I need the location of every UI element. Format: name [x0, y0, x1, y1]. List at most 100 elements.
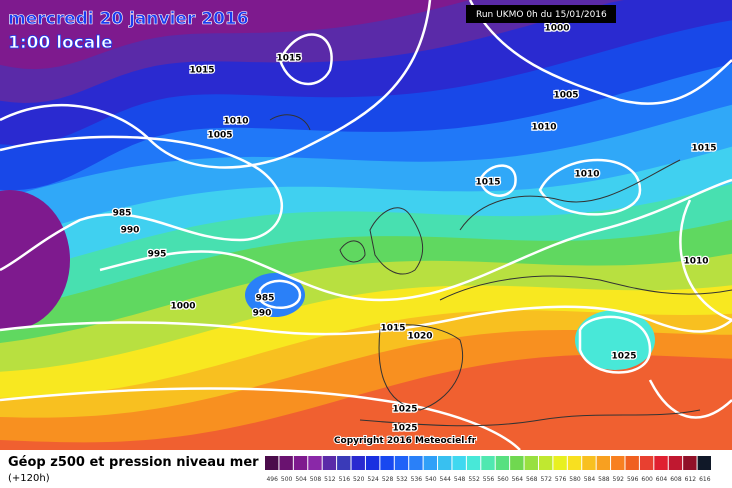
colorbar-label: 580 [569, 476, 581, 483]
colorbar-cell [510, 456, 524, 470]
colorbar-label: 540 [425, 476, 437, 483]
colorbar-cell [683, 456, 697, 470]
isobar-label: 990 [121, 226, 140, 236]
colorbar-cell [668, 456, 683, 470]
colorbar-label: 568 [526, 476, 538, 483]
colorbar-label: 536 [411, 476, 423, 483]
colorbar-label: 516 [339, 476, 351, 483]
coastlines [269, 114, 732, 427]
isobar-label: 1005 [553, 91, 578, 101]
isobar-label: 1025 [611, 352, 636, 362]
colorbar-label: 588 [598, 476, 610, 483]
colorbar-cell [322, 456, 337, 470]
colorbar-cell [582, 456, 596, 470]
colorbar-cell [567, 456, 582, 470]
isobar-label: 1015 [189, 66, 214, 76]
isobar-label: 1010 [531, 123, 556, 133]
isobar-label: 1015 [475, 178, 500, 188]
run-box [466, 5, 616, 23]
colorbar-label: 604 [656, 476, 668, 483]
isobar-label: 1010 [223, 117, 248, 127]
colorbar-cell [495, 456, 510, 470]
colorbar-label: 584 [584, 476, 596, 483]
footer-title: Géop z500 et pression niveau mer [8, 455, 259, 470]
high-core [575, 310, 655, 370]
isobar-label: 1010 [574, 170, 599, 180]
colorbar-cell [466, 456, 481, 470]
colorbar-label: 544 [440, 476, 452, 483]
colorbar-label: 496 [266, 476, 278, 483]
colorbar-label: 600 [641, 476, 653, 483]
colorbar-cell [596, 456, 611, 470]
colorbar: 496 500 504 508 512 516 520 524 528 532 536 540 544 5… [265, 456, 711, 483]
colorbar-label: 548 [454, 476, 466, 483]
isobar-label: 1020 [407, 332, 432, 342]
colorbar-label: 616 [699, 476, 711, 483]
colorbar-cell [394, 456, 409, 470]
pressure-field [0, 0, 732, 450]
colorbar-cell [625, 456, 639, 470]
colorbar-label: 576 [555, 476, 567, 483]
isobar-label: 1010 [683, 257, 708, 267]
colorbar-cell [481, 456, 495, 470]
isobars [0, 0, 732, 419]
isobar-labels: 1000 1015 1015 1005 1010 1010 1005 1015 1010 985 9… [111, 22, 717, 435]
isobar-label: 985 [256, 294, 275, 304]
colorbar-label: 608 [670, 476, 682, 483]
colorbar-cell [293, 456, 308, 470]
low-core [0, 190, 70, 330]
colorbar-cell [553, 456, 567, 470]
copyright: Copyright 2016 Meteociel.fr [334, 436, 477, 446]
colorbar-label: 500 [281, 476, 293, 483]
colorbar-cell [538, 456, 553, 470]
colorbar-label: 560 [497, 476, 509, 483]
colorbar-label: 592 [613, 476, 625, 483]
colorbar-cell [524, 456, 538, 470]
colorbar-cell [452, 456, 466, 470]
colorbar-cell [279, 456, 293, 470]
colorbar-label: 508 [310, 476, 322, 483]
isobar-label: 1025 [392, 405, 417, 415]
colorbar-cell [639, 456, 654, 470]
isobar-label: 1005 [207, 131, 232, 141]
colorbar-label: 572 [540, 476, 552, 483]
colorbar-cell [265, 456, 279, 470]
footer-lead: (+120h) [8, 473, 50, 484]
date: mercredi 20 janvier 2016 [8, 9, 249, 29]
colorbar-label: 528 [382, 476, 394, 483]
colorbar-cell [438, 456, 452, 470]
colorbar-label: 512 [324, 476, 336, 483]
colorbar-cell [380, 456, 394, 470]
isobar-label: 995 [148, 250, 167, 260]
colorbar-cell [308, 456, 322, 470]
colorbar-cell [365, 456, 380, 470]
colorbar-cell [697, 456, 711, 470]
isobar-label: 985 [113, 209, 132, 219]
colorbar-label: 612 [685, 476, 697, 483]
colorbar-cell [423, 456, 438, 470]
colorbar-label: 564 [512, 476, 524, 483]
field-band [0, 0, 732, 70]
isobar-label: 990 [253, 309, 272, 319]
isobar-label: 1025 [392, 424, 417, 434]
colorbar-cell [409, 456, 423, 470]
colorbar-label: 596 [627, 476, 639, 483]
colorbar-cell [337, 456, 351, 470]
colorbar-label: 504 [295, 476, 307, 483]
colorbar-cell [654, 456, 668, 470]
time: 1:00 locale [8, 33, 113, 53]
colorbar-label: 532 [396, 476, 408, 483]
colorbar-label: 552 [468, 476, 480, 483]
isobar-label: 1015 [380, 324, 405, 334]
isobar-label: 1015 [691, 144, 716, 154]
colorbar-label: 556 [483, 476, 495, 483]
isobar-label: 1000 [170, 302, 195, 312]
colorbar-cell [351, 456, 365, 470]
isobar-label: 1015 [276, 54, 301, 64]
isobar-label: 1000 [544, 24, 569, 34]
colorbar-label: 524 [367, 476, 379, 483]
colorbar-label: 520 [353, 476, 365, 483]
colorbar-cell [611, 456, 625, 470]
run: Run UKMO 0h du 15/01/2016 [476, 10, 607, 20]
